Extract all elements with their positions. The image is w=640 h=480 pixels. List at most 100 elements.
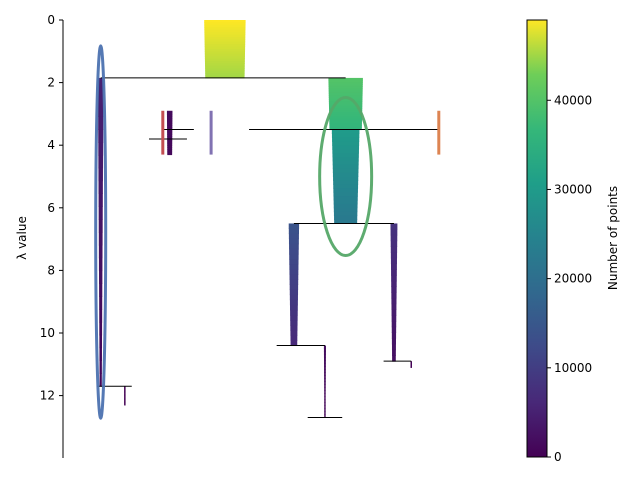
branch-slice: [289, 284, 299, 291]
y-tick-label: 4: [47, 138, 55, 152]
branch-slice: [289, 264, 299, 270]
branch-slice: [391, 298, 397, 305]
branch-slice: [204, 58, 245, 62]
branch-slice: [204, 34, 246, 38]
branch-slice: [329, 105, 363, 109]
colorbar-gradient: [526, 19, 548, 458]
branch-slice: [124, 386, 126, 389]
branch-slice: [167, 129, 173, 132]
branch-slice: [98, 232, 103, 246]
branch-slice: [99, 360, 102, 374]
branch-slice: [167, 147, 173, 150]
branch-slice: [204, 44, 246, 48]
branch-slice: [204, 32, 246, 35]
branch-slice: [391, 292, 397, 299]
branch-slice: [205, 63, 245, 67]
branch-slice: [328, 103, 363, 107]
branch-slice: [289, 294, 298, 301]
branch-slice: [289, 299, 298, 306]
branch-slice: [167, 121, 173, 125]
branch-slice: [204, 24, 246, 28]
branch-slice: [390, 223, 398, 230]
branch-slice: [324, 375, 326, 380]
branch-slice: [289, 259, 299, 265]
colorbar-tick-label: 20000: [554, 272, 592, 286]
branch-slice: [329, 116, 363, 120]
branch-slice: [99, 296, 103, 310]
branch-slice: [288, 228, 299, 235]
branch-slice: [391, 303, 397, 311]
branch-slice: [324, 414, 326, 419]
branch-slice: [98, 180, 103, 195]
branch-slice: [289, 248, 299, 255]
branch-slice: [324, 390, 326, 395]
y-axis: 0 2 4 6 8 10 12: [40, 13, 64, 458]
branch-slice: [124, 390, 126, 392]
branch-slice: [205, 68, 245, 72]
branch-slice: [124, 398, 126, 401]
branch-slice: [124, 389, 126, 391]
branch-slice: [324, 396, 326, 401]
branch-slice: [329, 120, 362, 124]
branch-slice: [328, 92, 363, 96]
y-tick-label: 2: [47, 76, 55, 90]
y-tick-label: 10: [40, 326, 55, 340]
branch-slice: [166, 110, 173, 114]
branch-slice: [329, 114, 363, 118]
branch-slice: [391, 286, 397, 293]
branch-slice: [204, 36, 246, 40]
branch-slice: [332, 172, 359, 177]
branch-slice: [332, 160, 359, 166]
branch-slice: [328, 82, 363, 85]
branch-slice: [332, 164, 359, 170]
branch-slice: [328, 99, 363, 103]
branch-slice: [328, 84, 363, 88]
branch-slice: [124, 397, 126, 399]
branch-slice: [204, 29, 246, 33]
branch-slice: [167, 152, 173, 156]
branch-slice: [290, 330, 298, 336]
branch-slice: [98, 219, 103, 233]
branch-slice: [329, 112, 363, 115]
branch-slice: [290, 315, 298, 321]
branch-slice: [329, 125, 362, 128]
branch-slice: [290, 325, 298, 331]
branch-slice: [391, 269, 397, 276]
branch-slice: [329, 123, 362, 126]
branch-slice: [328, 90, 363, 94]
branch-slice: [289, 279, 299, 285]
branch-slice: [124, 401, 126, 404]
branch-slice: [98, 116, 104, 130]
branch-slice: [324, 393, 326, 398]
branch-slice: [124, 386, 126, 388]
branch-slice: [98, 90, 104, 105]
branch-slice: [333, 211, 358, 217]
branch-slice: [391, 332, 397, 339]
branch-slice: [124, 396, 126, 398]
branch-slice: [167, 141, 173, 145]
branch-slice: [391, 309, 397, 316]
branch-slice: [331, 133, 360, 138]
branch-slice: [290, 309, 298, 316]
branch-slice: [328, 77, 363, 81]
branch-slice: [204, 41, 246, 45]
branch-slice: [324, 366, 326, 371]
branch-slice: [167, 127, 173, 130]
branch-slice: [290, 304, 298, 311]
y-axis-label: λ value: [15, 216, 29, 260]
branch-slice: [167, 132, 173, 136]
branch-slice: [390, 257, 397, 265]
branch-slice: [390, 263, 397, 270]
branch-slice: [98, 257, 103, 272]
branch-slice: [97, 77, 104, 92]
branch-slice: [324, 408, 326, 413]
branch-slice: [332, 145, 360, 150]
branch-slice: [332, 141, 360, 146]
branch-slice: [124, 393, 126, 395]
branch-slice: [124, 397, 126, 400]
branch-slice: [329, 110, 363, 113]
branch-slice: [124, 402, 126, 404]
branch-slice: [324, 357, 326, 362]
branch-slice: [333, 207, 358, 213]
